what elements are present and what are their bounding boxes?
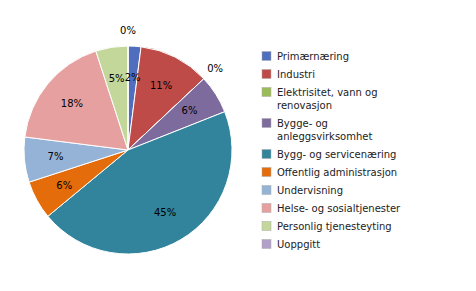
legend-swatch	[262, 240, 271, 249]
legend: Primærnæring Industri Elektrisitet, vann o…	[262, 51, 401, 250]
data-label: 0%	[120, 25, 136, 36]
legend-label: Primærnæring	[277, 51, 349, 62]
legend-swatch	[262, 222, 271, 231]
data-label: 7%	[48, 151, 64, 162]
legend-label: Offentlig administrasjon	[277, 167, 397, 178]
data-label: 2%	[125, 72, 141, 83]
data-label: 11%	[150, 80, 172, 91]
legend-swatch	[262, 52, 271, 61]
chart-container: 2% 11% 0% 6% 45% 6% 7% 18% 5% 0% Primærnæring Indus…	[0, 0, 476, 291]
chart: 2% 11% 0% 6% 45% 6% 7% 18% 5% 0% Primærnæring Indus…	[0, 0, 476, 291]
legend-swatch	[262, 119, 271, 128]
legend-label: Bygge- oganleggsvirksomhet	[277, 118, 372, 142]
pie	[24, 46, 232, 254]
data-label: 6%	[56, 180, 72, 191]
data-label: 18%	[61, 98, 83, 109]
legend-swatch	[262, 88, 271, 97]
legend-label: Bygg- og servicenæring	[277, 149, 396, 160]
legend-swatch	[262, 150, 271, 159]
legend-swatch	[262, 70, 271, 79]
legend-swatch	[262, 168, 271, 177]
legend-label: Undervisning	[277, 185, 343, 196]
pie-slice	[96, 46, 128, 150]
legend-label: Uoppgitt	[277, 239, 320, 250]
legend-label: Industri	[277, 69, 315, 80]
legend-swatch	[262, 186, 271, 195]
legend-label: Personlig tjenesteyting	[277, 221, 392, 232]
legend-label: Elektrisitet, vann ogrenovasjon	[277, 87, 378, 111]
data-labels: 2% 11% 0% 6% 45% 6% 7% 18% 5% 0%	[48, 25, 224, 218]
data-label: 6%	[182, 105, 198, 116]
legend-label: Helse- og sosialtjenester	[277, 203, 401, 214]
data-label: 5%	[109, 73, 125, 84]
data-label: 45%	[154, 207, 176, 218]
pie-slice	[128, 46, 129, 150]
data-label: 0%	[207, 63, 223, 74]
legend-swatch	[262, 204, 271, 213]
